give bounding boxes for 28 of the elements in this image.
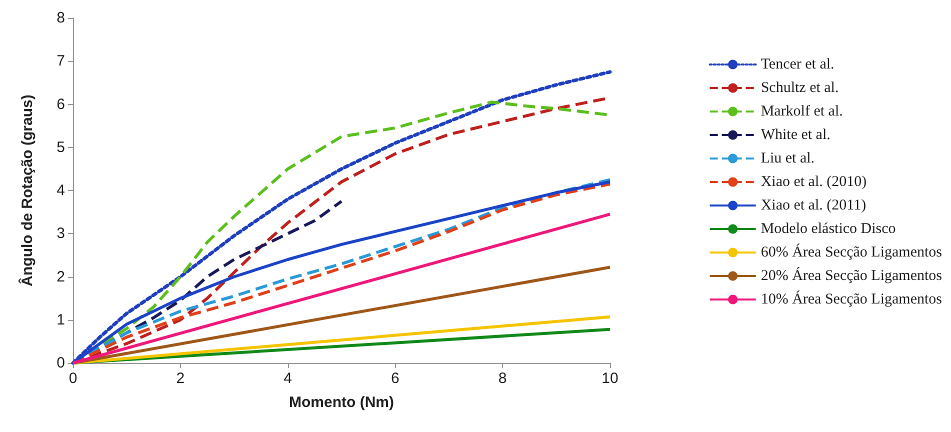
y-tick-label: 3 — [56, 225, 65, 242]
y-tick-label: 8 — [56, 10, 65, 26]
y-tick-label: 1 — [56, 311, 65, 328]
legend-label: Markolf et al. — [760, 104, 843, 120]
x-axis-title: Momento (Nm) — [289, 394, 394, 411]
legend-label: Xiao et al. (2010) — [760, 174, 867, 190]
legend-label: Xiao et al. (2011) — [760, 198, 866, 214]
x-tick-label: 0 — [68, 370, 78, 387]
legend-label: Liu et al. — [760, 150, 815, 166]
legend-label: 60% Área Secção Ligamentos — [760, 244, 942, 260]
x-tick-label: 8 — [498, 370, 507, 387]
x-tick-label: 6 — [391, 370, 400, 387]
y-tick-label: 6 — [56, 96, 65, 113]
legend-label: 20% Área Secção Ligamentos — [760, 267, 942, 284]
x-tick-label: 4 — [284, 370, 292, 387]
y-tick-label: 7 — [56, 52, 65, 70]
y-tick-label: 2 — [56, 268, 65, 286]
legend-label: Schultz et al. — [760, 80, 839, 96]
y-tick-label: 4 — [56, 182, 65, 199]
y-tick-label: 0 — [56, 354, 65, 372]
x-tick-label: 2 — [176, 370, 185, 387]
y-tick-label: 5 — [56, 138, 65, 156]
legend-label: 10% Área Secção Ligamentos — [760, 290, 942, 308]
legend-label: Modelo elástico Disco — [760, 221, 896, 237]
y-axis-title: Ângulo de Rotação (graus) — [18, 94, 36, 286]
x-tick-label: 10 — [602, 370, 618, 387]
legend-label: White et al. — [760, 127, 830, 143]
legend-label: Tencer et al. — [760, 56, 834, 72]
